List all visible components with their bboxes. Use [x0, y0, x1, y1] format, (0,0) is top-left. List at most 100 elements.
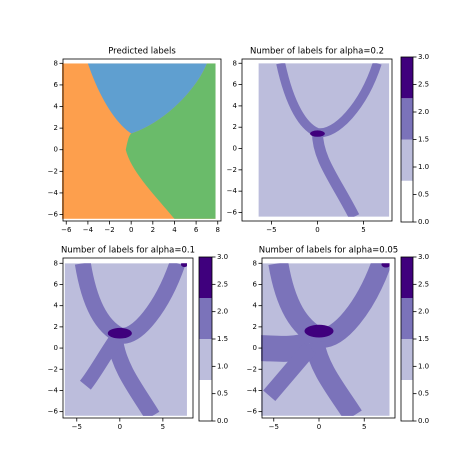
region — [381, 263, 390, 268]
colorbar-band — [199, 380, 212, 421]
region — [310, 130, 325, 137]
colorbar-tick-label: 1.0 — [418, 362, 429, 370]
colorbar-tick-label: 0.0 — [217, 417, 228, 425]
axes-frame — [62, 257, 194, 419]
x-tick-label: −6 — [61, 226, 72, 234]
colorbar-tick-label: 3.0 — [418, 53, 429, 61]
y-tick-label: −2 — [48, 167, 58, 175]
chart-title: Number of labels for alpha=0.05 — [259, 246, 398, 256]
colorbar-band — [401, 180, 413, 222]
y-tick-label: 4 — [54, 103, 59, 111]
y-tick-label: 8 — [54, 259, 58, 267]
regions — [261, 263, 390, 416]
y-tick-label: −4 — [247, 386, 258, 394]
x-tick-label: 4 — [172, 226, 177, 234]
colorbar-band — [401, 257, 413, 298]
x-tick-label: −5 — [72, 423, 82, 431]
y-tick-label: 4 — [54, 302, 59, 310]
y-tick-label: −4 — [48, 386, 59, 394]
colorbar-tick-label: 3.0 — [418, 253, 429, 261]
region — [311, 132, 360, 217]
region — [268, 263, 390, 348]
axes-frame — [62, 58, 222, 222]
x-tick-label: −4 — [83, 226, 94, 234]
x-tick-label: 0 — [129, 226, 133, 234]
x-tick-label: 0 — [315, 226, 319, 234]
y-tick-label: −4 — [48, 189, 59, 197]
x-tick-label: 6 — [194, 226, 199, 234]
y-tick-label: −6 — [48, 211, 59, 219]
colorbar-tick-label: 2.5 — [217, 280, 228, 288]
region — [107, 341, 160, 416]
y-tick-label: −6 — [227, 208, 238, 216]
colorbar-tick-label: 0.0 — [418, 218, 429, 226]
colorbar-band — [401, 139, 413, 181]
region — [304, 324, 334, 338]
colorbar-tick-label: 1.5 — [217, 335, 228, 343]
x-tick-label: 5 — [161, 423, 165, 431]
x-tick-label: 0 — [317, 423, 321, 431]
colorbar-tick-label: 2.0 — [418, 308, 429, 316]
y-tick-label: 8 — [54, 59, 58, 67]
region — [304, 340, 362, 416]
colorbar-band — [401, 57, 413, 99]
y-tick-label: 2 — [54, 323, 58, 331]
y-tick-label: 6 — [233, 81, 238, 89]
x-tick-label: −5 — [269, 423, 279, 431]
y-tick-label: −6 — [48, 408, 59, 416]
chart-title: Predicted labels — [108, 47, 176, 57]
colorbar-tick-label: 0.5 — [418, 390, 429, 398]
x-tick-label: 8 — [216, 226, 220, 234]
colorbar-band — [401, 98, 413, 140]
colorbar-tick-label: 1.5 — [418, 136, 429, 144]
y-tick-label: 6 — [54, 81, 59, 89]
y-tick-label: −2 — [48, 365, 58, 373]
colorbar-band — [199, 339, 212, 380]
y-tick-label: −2 — [227, 166, 237, 174]
axes-frame — [261, 257, 396, 419]
colorbar-tick-label: 2.5 — [418, 280, 429, 288]
region — [87, 63, 207, 134]
regions — [64, 263, 187, 416]
colorbar-band — [401, 298, 413, 339]
colorbar-tick-label: 1.5 — [418, 335, 429, 343]
region — [107, 327, 132, 339]
x-tick-label: 0 — [118, 423, 122, 431]
x-tick-label: 5 — [361, 226, 365, 234]
y-tick-label: 0 — [253, 344, 257, 352]
y-tick-label: −6 — [247, 408, 258, 416]
colorbar-band — [199, 257, 212, 298]
y-tick-label: 8 — [233, 59, 237, 67]
y-tick-label: 6 — [253, 280, 258, 288]
region — [180, 263, 187, 268]
x-tick-label: 5 — [362, 423, 366, 431]
y-tick-label: 0 — [54, 146, 58, 154]
regions — [61, 63, 216, 219]
y-tick-label: 4 — [233, 102, 238, 110]
x-tick-label: 2 — [151, 226, 155, 234]
colorbar-tick-label: 2.5 — [418, 81, 429, 89]
y-tick-label: 2 — [233, 123, 237, 131]
panel: Number of labels for alpha=0.1 −5 0 5 −6 −4 −2… — [48, 246, 228, 432]
y-tick-label: 2 — [54, 124, 58, 132]
region — [125, 63, 216, 219]
colorbar-tick-label: 2.0 — [217, 308, 228, 316]
panel: Number of labels for alpha=0.2 −5 0 5 −6 −4 −2… — [227, 47, 429, 235]
y-tick-label: 8 — [253, 259, 257, 267]
colorbar-band — [401, 380, 413, 421]
colorbar-band — [401, 339, 413, 380]
panel: Number of labels for alpha=0.05 −5 0 5 −6 −4 −… — [247, 246, 429, 432]
y-tick-label: −2 — [247, 365, 257, 373]
colorbar-tick-label: 0.0 — [418, 417, 429, 425]
colorbar-tick-label: 2.0 — [418, 108, 429, 116]
colorbar-tick-label: 3.0 — [217, 253, 228, 261]
y-tick-label: 6 — [54, 280, 59, 288]
y-tick-label: 2 — [253, 323, 257, 331]
colorbar-tick-label: 1.0 — [418, 163, 429, 171]
chart-title: Number of labels for alpha=0.2 — [250, 47, 384, 57]
y-tick-label: 0 — [54, 344, 58, 352]
y-tick-label: 4 — [253, 302, 258, 310]
colorbar-tick-label: 0.5 — [418, 191, 429, 199]
y-tick-label: 0 — [233, 145, 237, 153]
